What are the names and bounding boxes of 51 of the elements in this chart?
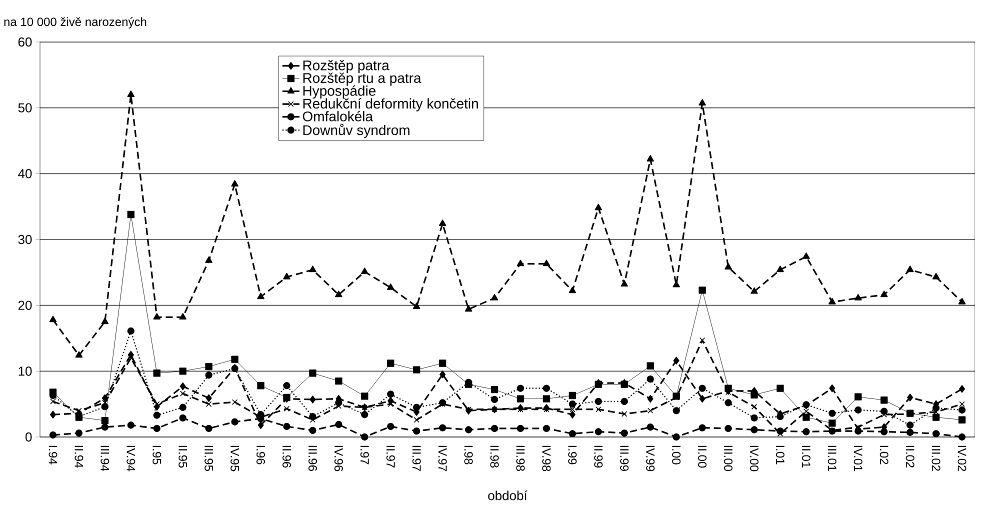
x-tick-label: IV.99 <box>646 446 655 472</box>
legend-label: Rozštěp patra <box>303 60 390 74</box>
x-tick-label: III.00 <box>724 446 733 471</box>
x-tick-label: IV.96 <box>334 446 343 472</box>
x-tick-label: II.96 <box>282 446 291 468</box>
x-tick-label: IV.97 <box>438 446 447 472</box>
y-tick-label: 30 <box>18 234 32 244</box>
x-tick-label: III.01 <box>828 446 836 471</box>
y-tick-label: 20 <box>18 300 32 310</box>
x-tick-label: II.98 <box>490 446 499 468</box>
x-tick-label: II.02 <box>906 446 914 468</box>
x-tick-label: I.99 <box>568 446 577 464</box>
x-tick-label: I.97 <box>360 446 369 464</box>
x-tick-label: III.99 <box>620 446 629 471</box>
x-tick-label: II.95 <box>178 446 188 468</box>
x-tick-label: II.97 <box>386 446 395 468</box>
x-tick-label: IV.94 <box>126 446 136 472</box>
x-tick-label: IV.02 <box>958 446 966 472</box>
x-tick-label: IV.00 <box>750 446 758 472</box>
x-tick-label: III.97 <box>412 446 421 471</box>
y-tick-label: 0 <box>26 432 32 442</box>
x-tick-label: I.95 <box>152 446 162 464</box>
x-tick-label: IV.01 <box>854 446 862 472</box>
x-tick-label: IV.98 <box>542 446 551 472</box>
y-tick-label: 50 <box>18 103 32 112</box>
legend-label: Downův syndrom <box>303 124 410 138</box>
x-tick-label: II.94 <box>74 446 84 468</box>
x-tick-label: III.02 <box>932 446 940 471</box>
legend-label: Rozštěp rtu a patra <box>303 72 422 86</box>
y-tick-label: 10 <box>18 366 32 376</box>
x-tick-label: II.00 <box>698 446 707 468</box>
x-tick-label: IV.95 <box>230 446 240 472</box>
legend-label: Omfalokéla <box>302 110 374 122</box>
y-tick-label: 40 <box>18 169 32 178</box>
x-tick-label: III.94 <box>100 446 110 472</box>
x-tick-label: III.98 <box>516 446 525 471</box>
x-tick-label: I.01 <box>776 446 784 464</box>
x-tick-label: I.00 <box>672 446 681 464</box>
x-tick-label: II.01 <box>802 446 810 468</box>
legend-label: Redukční deformity končetin <box>303 98 478 112</box>
x-tick-label: I.94 <box>48 446 58 464</box>
x-tick-label: III.96 <box>308 446 317 471</box>
x-tick-label: III.95 <box>204 446 214 471</box>
x-tick-label: I.02 <box>880 446 888 464</box>
x-tick-label: I.98 <box>464 446 473 464</box>
x-tick-label: II.99 <box>594 446 603 468</box>
x-axis-title: období <box>488 490 528 500</box>
x-tick-label: I.96 <box>256 446 266 464</box>
y-axis-title: na 10 000 živě narozených <box>4 17 146 28</box>
legend-label: Hypospádie <box>303 85 376 99</box>
y-tick-label: 60 <box>18 37 32 47</box>
